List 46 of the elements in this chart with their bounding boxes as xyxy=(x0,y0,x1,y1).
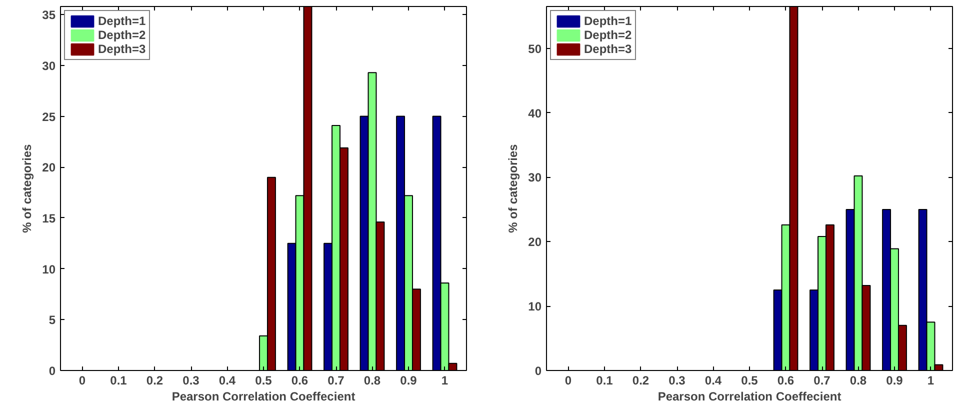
y-tick-label: 0 xyxy=(48,364,56,378)
y-tick-label: 35 xyxy=(42,8,56,22)
x-tick-label: 0.1 xyxy=(596,374,614,388)
y-tick-label: 10 xyxy=(42,262,56,276)
x-tick-label: 0.4 xyxy=(704,374,722,388)
x-tick-label: 0.3 xyxy=(182,374,200,388)
y-axis-title: % of categories xyxy=(506,144,520,233)
x-tick-label: 0.1 xyxy=(110,374,128,388)
x-axis-title: Pearson Correlation Coeffecient xyxy=(172,390,356,404)
x-tick-label: 0.2 xyxy=(632,374,650,388)
y-tick-label: 50 xyxy=(528,42,542,56)
x-tick-label: 0 xyxy=(78,374,86,388)
x-tick-label: 0.7 xyxy=(328,374,345,388)
x-tick-label: 0.6 xyxy=(291,374,308,388)
x-tick-label: 0.6 xyxy=(777,374,794,388)
x-tick-label: 0.7 xyxy=(814,374,831,388)
x-tick-label: 0.8 xyxy=(850,374,867,388)
legend-label: Depth=1 xyxy=(584,14,632,28)
legend-label: Depth=1 xyxy=(98,14,146,28)
x-tick-label: 1 xyxy=(927,374,934,388)
x-tick-label: 1 xyxy=(441,374,448,388)
y-tick-label: 30 xyxy=(528,170,542,185)
x-tick-label: 0.5 xyxy=(255,374,272,388)
legend-label: Depth=3 xyxy=(98,42,146,56)
y-tick-label: 30 xyxy=(42,58,56,73)
x-tick-label: 0.3 xyxy=(668,374,686,388)
y-tick-label: 25 xyxy=(42,110,56,124)
x-axis-title: Pearson Correlation Coeffecient xyxy=(658,390,842,404)
x-tick-label: 0.2 xyxy=(146,374,164,388)
x-tick-label: 0.4 xyxy=(218,374,236,388)
y-tick-label: 0 xyxy=(534,364,542,378)
y-tick-label: 40 xyxy=(528,106,542,120)
x-tick-label: 0.8 xyxy=(364,374,381,388)
legend-label: Depth=2 xyxy=(98,28,146,42)
y-tick-label: 10 xyxy=(528,300,542,314)
x-tick-label: 0 xyxy=(564,374,572,388)
legend-label: Depth=3 xyxy=(584,42,632,56)
y-tick-label: 20 xyxy=(42,160,56,175)
y-tick-label: 15 xyxy=(42,211,56,226)
x-tick-label: 0.9 xyxy=(886,374,904,388)
y-tick-label: 5 xyxy=(48,313,56,328)
y-tick-label: 20 xyxy=(528,235,542,250)
legend-label: Depth=2 xyxy=(584,28,632,42)
x-tick-label: 0.9 xyxy=(400,374,418,388)
x-tick-label: 0.5 xyxy=(741,374,758,388)
y-axis-title: % of categories xyxy=(20,144,34,233)
